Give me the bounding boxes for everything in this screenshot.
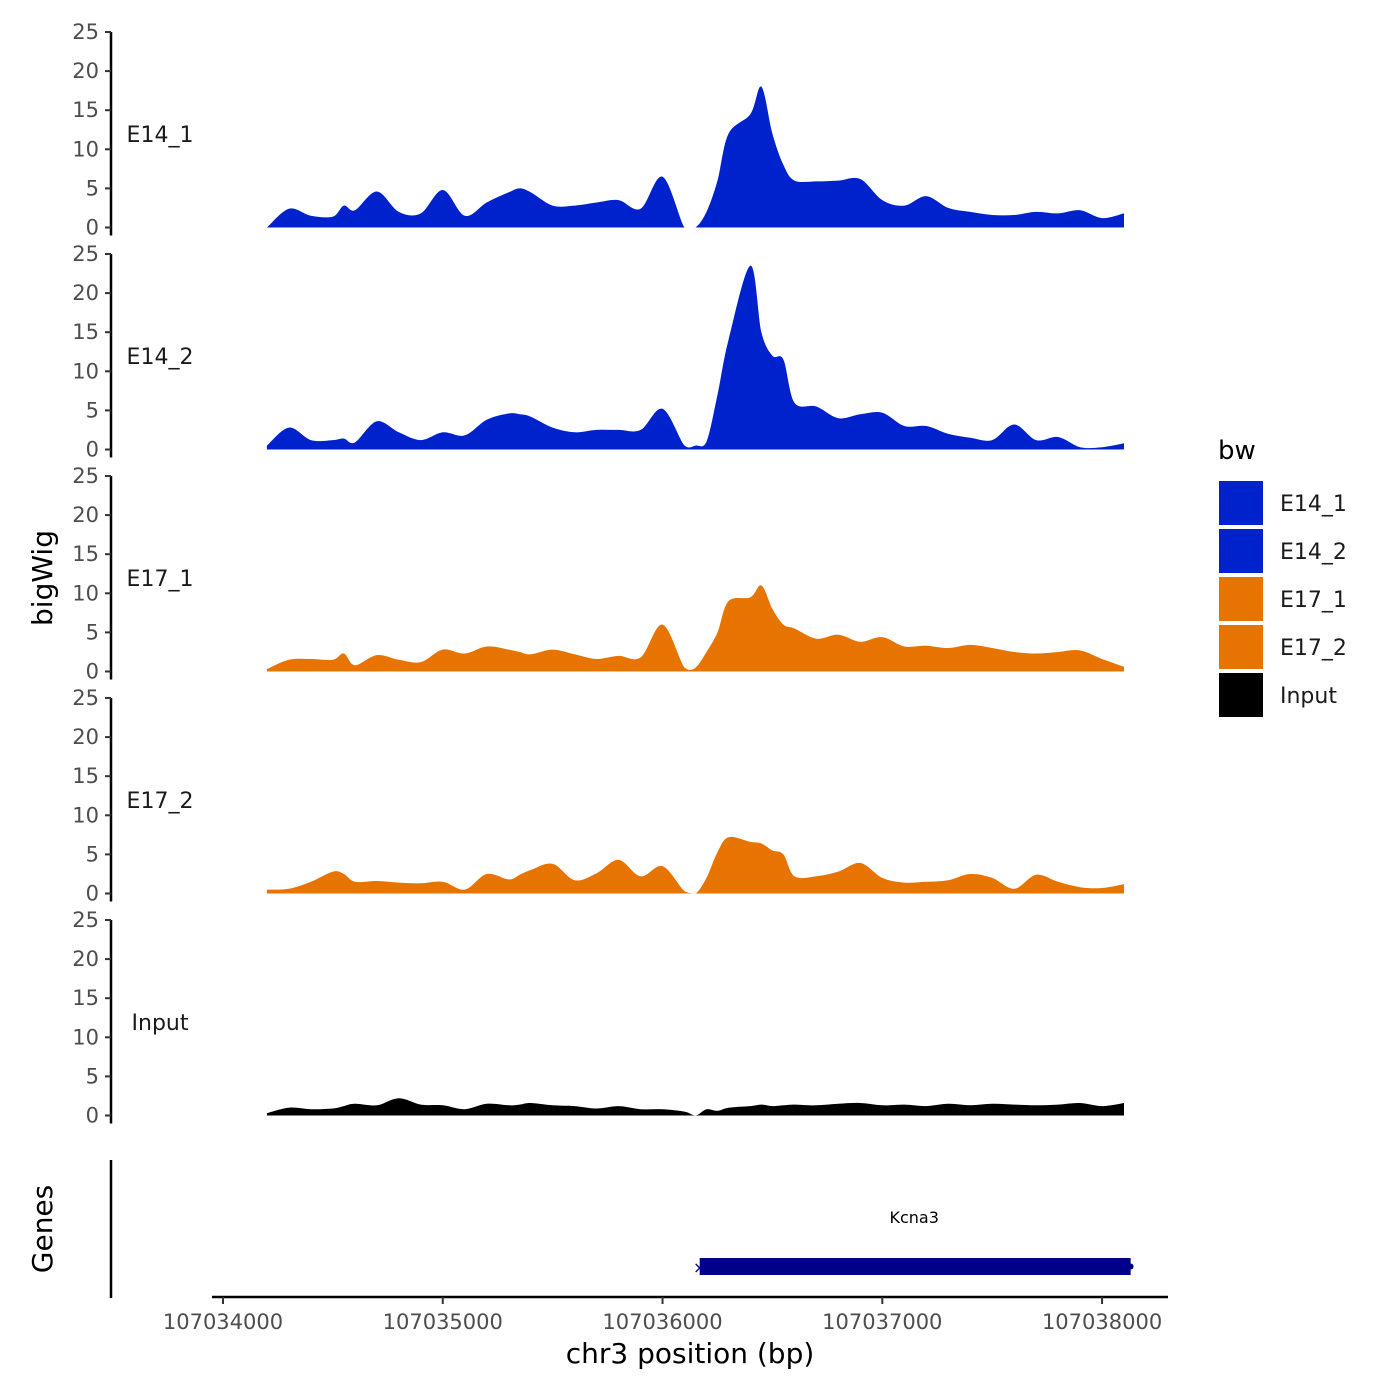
legend-title: bw <box>1218 436 1256 466</box>
y-tick-label: 10 <box>72 137 99 161</box>
track-label: E14_2 <box>127 345 194 370</box>
y-tick-label: 25 <box>72 20 99 44</box>
y-tick-label: 10 <box>72 803 99 827</box>
y-tick-label: 20 <box>72 59 99 83</box>
x-tick-label: 107038000 <box>1042 1310 1162 1334</box>
gene-track: Genes × Kcna3 <box>26 1160 1134 1298</box>
y-tick-label: 15 <box>72 542 99 566</box>
y-tick-label: 0 <box>86 216 99 240</box>
y-tick-label: 0 <box>86 660 99 684</box>
y-tick-label: 15 <box>72 98 99 122</box>
x-tick-label: 107037000 <box>822 1310 942 1334</box>
y-axis-title: bigWig <box>26 530 59 626</box>
track-Input: 0 5 10 15 20 25 Input <box>72 908 1124 1128</box>
gene-track-label: Genes <box>26 1185 59 1273</box>
track-E17_2: 0 5 10 15 20 25 E17_2 <box>72 686 1124 906</box>
gene-body <box>699 1258 1131 1275</box>
y-axis-title-text: bigWig <box>26 530 59 626</box>
legend-swatch <box>1217 527 1265 575</box>
signal-area-E17_1 <box>266 585 1124 672</box>
x-tick-label: 107034000 <box>163 1310 283 1334</box>
y-tick-label: 25 <box>72 464 99 488</box>
legend-swatch <box>1217 575 1265 623</box>
y-tick-label: 25 <box>72 908 99 932</box>
y-tick-label: 5 <box>86 620 99 644</box>
y-tick-label: 25 <box>72 686 99 710</box>
x-axis-title: chr3 position (bp) <box>566 1337 815 1370</box>
gene-name: Kcna3 <box>889 1208 938 1227</box>
signal-area-E14_2 <box>266 265 1124 450</box>
track-label: Input <box>132 1011 189 1036</box>
track-label: E14_1 <box>127 123 194 148</box>
legend-label: E17_1 <box>1280 588 1347 613</box>
gene-end-marker <box>1127 1263 1134 1270</box>
legend-label: E17_2 <box>1280 636 1347 661</box>
track-label: E17_1 <box>127 567 194 592</box>
legend-label: Input <box>1280 684 1337 709</box>
legend-label: E14_2 <box>1280 540 1347 565</box>
legend-swatch <box>1217 479 1265 527</box>
track-E14_1: 0 5 10 15 20 25 E14_1 <box>72 20 1124 240</box>
x-tick-label: 107035000 <box>383 1310 503 1334</box>
gene-strand-marker: × <box>693 1258 706 1277</box>
track-panels: 0 5 10 15 20 25 E14_1 0 5 10 15 20 25 E14_2 0 5 10 15 20 25… <box>72 20 1124 1128</box>
y-tick-label: 15 <box>72 764 99 788</box>
x-tick-label: 107036000 <box>602 1310 722 1334</box>
y-tick-label: 5 <box>86 176 99 200</box>
y-tick-label: 20 <box>72 725 99 749</box>
legend-swatch <box>1217 671 1265 719</box>
y-tick-label: 10 <box>72 1025 99 1049</box>
y-tick-label: 15 <box>72 320 99 344</box>
y-tick-label: 25 <box>72 242 99 266</box>
track-label: E17_2 <box>127 789 194 814</box>
y-tick-label: 20 <box>72 503 99 527</box>
legend-swatch <box>1217 623 1265 671</box>
x-axis: 107034000 107035000 107036000 107037000 1070… <box>163 1295 1168 1334</box>
y-tick-label: 5 <box>86 1064 99 1088</box>
y-tick-label: 5 <box>86 398 99 422</box>
track-E14_2: 0 5 10 15 20 25 E14_2 <box>72 242 1124 462</box>
track-E17_1: 0 5 10 15 20 25 E17_1 <box>72 464 1124 684</box>
signal-area-E14_1 <box>266 86 1124 228</box>
y-tick-label: 5 <box>86 842 99 866</box>
y-tick-label: 15 <box>72 986 99 1010</box>
y-tick-label: 10 <box>72 359 99 383</box>
y-tick-label: 20 <box>72 947 99 971</box>
legend-label: E14_1 <box>1280 492 1347 517</box>
y-tick-label: 0 <box>86 1104 99 1128</box>
signal-area-Input <box>266 1098 1124 1116</box>
y-tick-label: 10 <box>72 581 99 605</box>
y-tick-label: 20 <box>72 281 99 305</box>
y-tick-label: 0 <box>86 438 99 462</box>
y-tick-label: 0 <box>86 882 99 906</box>
legend: bw E14_1 E14_2 E17_1 E17_2 Input <box>1217 436 1347 719</box>
signal-area-E17_2 <box>266 836 1124 894</box>
